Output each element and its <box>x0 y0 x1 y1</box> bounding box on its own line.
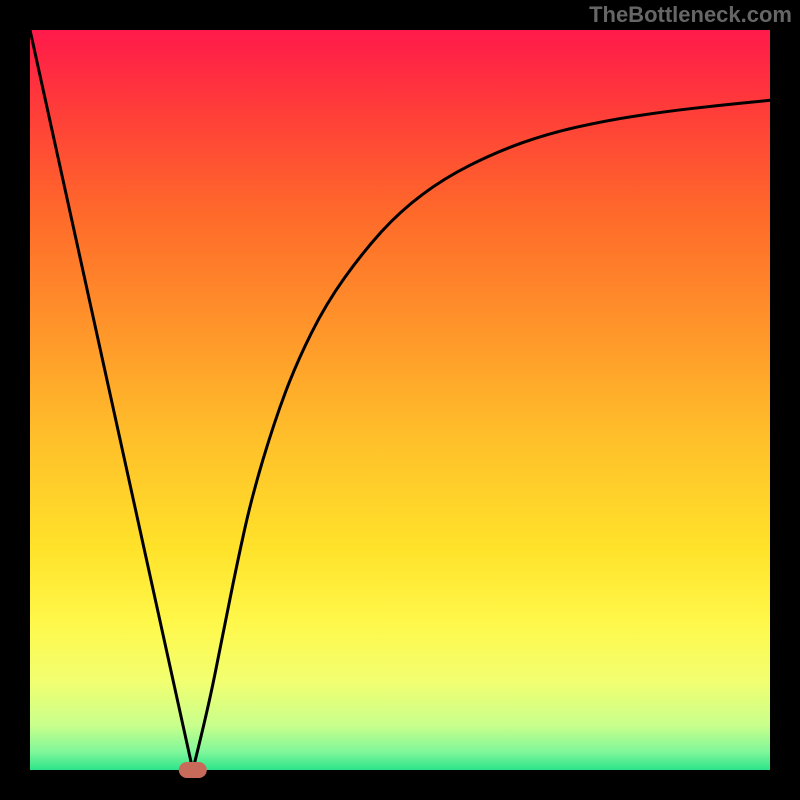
optimal-point-marker <box>179 762 207 778</box>
plot-background-gradient <box>30 30 770 770</box>
bottleneck-chart <box>0 0 800 800</box>
watermark-text: TheBottleneck.com <box>589 2 792 28</box>
